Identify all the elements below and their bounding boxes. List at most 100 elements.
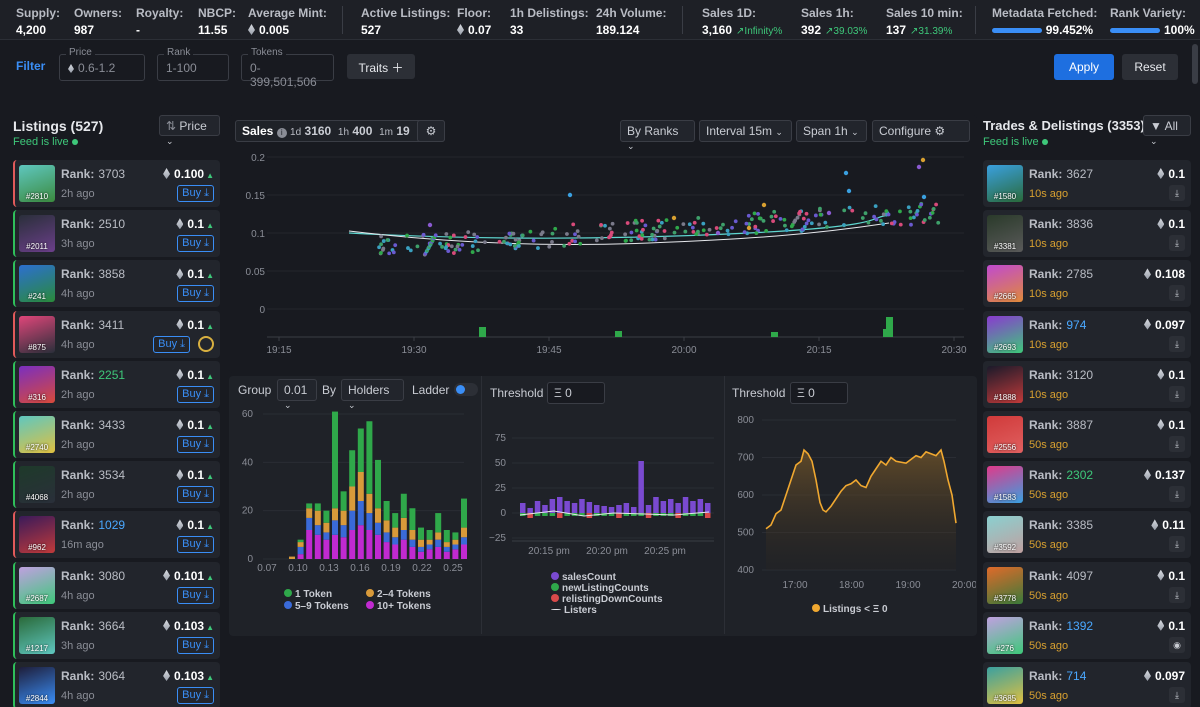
histogram-segment [443, 530, 450, 543]
buy-button[interactable]: Buy ⤓ [177, 285, 214, 303]
group-select[interactable]: 0.01 ⌄ [277, 379, 317, 410]
marketplace-icon[interactable]: ⤓ [1169, 285, 1185, 302]
rank-value: 974 [1066, 317, 1087, 332]
marketplace-icon[interactable]: ⤓ [1169, 436, 1185, 452]
depth-threshold-input[interactable]: Ξ 0 [790, 382, 848, 404]
listing-card[interactable]: #241 Rank: 3858 4h ago 0.1 ▲ Buy ⤓ [13, 260, 220, 308]
buy-button[interactable]: Buy ⤓ [177, 536, 214, 554]
holders-select[interactable]: Holders ⌄ [341, 379, 404, 410]
reset-button[interactable]: Reset [1122, 54, 1178, 80]
listing-card[interactable]: #2740 Rank: 3433 2h ago 0.1 ▲ Buy ⤓ [13, 411, 220, 458]
stat-value-text: 987 [74, 23, 95, 37]
tokens-filter-input[interactable]: Tokens 0-399,501,506 [241, 47, 334, 89]
up-arrow-icon: ▲ [206, 371, 214, 381]
sale-point [391, 250, 396, 255]
buy-button[interactable]: Buy ⤓ [177, 436, 214, 453]
filter-icon: ▼ [1150, 119, 1162, 133]
marketplace-icon[interactable]: ⤓ [1169, 185, 1185, 201]
buy-button[interactable]: Buy ⤓ [177, 185, 214, 202]
x-tick: 20:20 pm [586, 546, 628, 557]
trade-card[interactable]: #276 Rank: 1392 50s ago 0.1 ◉ [983, 611, 1191, 659]
buy-button[interactable]: Buy ⤓ [177, 486, 214, 504]
trade-card[interactable]: #3592 Rank: 3385 50s ago 0.11 ⤓ [983, 511, 1191, 559]
legend-dot-icon [284, 601, 292, 609]
sale-point [921, 194, 927, 200]
sale-point [640, 218, 644, 223]
interval-select[interactable]: Interval 15m ⌄ [699, 120, 792, 142]
rank-filter-input[interactable]: Rank 1-100 [157, 47, 229, 81]
trade-card[interactable]: #3685 Rank: 714 50s ago 0.097 ⤓ [983, 662, 1191, 707]
trade-card[interactable]: #1580 Rank: 3627 10s ago 0.1 ⤓ [983, 160, 1191, 207]
buy-button[interactable]: Buy ⤓ [153, 335, 190, 353]
price-filter-input[interactable]: Price 0.6-1.2 [59, 47, 145, 81]
rank-label: Rank: [1029, 418, 1063, 432]
gear-icon[interactable]: ⚙ [417, 120, 445, 142]
marketplace-icon[interactable]: ⤓ [1169, 335, 1185, 352]
by-ranks-select[interactable]: By Ranks ⌄ [620, 120, 695, 151]
listing-card[interactable]: #875 Rank: 3411 4h ago 0.1 ▲ Buy ⤓ [13, 310, 220, 358]
sale-point [639, 236, 644, 241]
stat-label: Rank Variety: [1110, 6, 1187, 20]
filter-label[interactable]: Filter [16, 59, 46, 73]
marketplace-icon[interactable]: ◉ [1169, 636, 1185, 653]
price-value: 0.1 [187, 367, 205, 382]
sale-point [502, 239, 506, 244]
trade-card[interactable]: #3381 Rank: 3836 10s ago 0.1 ⤓ [983, 210, 1191, 258]
histogram-segment [392, 537, 399, 545]
sale-point [934, 202, 938, 207]
traits-button[interactable]: Traits ＋ [347, 54, 415, 79]
histogram-segment [366, 493, 373, 514]
listing-card[interactable]: #316 Rank: 2251 2h ago 0.1 ▲ Buy ⤓ [13, 360, 220, 408]
eth-icon [1143, 670, 1151, 681]
marketplace-icon[interactable]: ⤓ [1169, 235, 1185, 252]
marketplace-icon[interactable]: ⤓ [1169, 536, 1185, 553]
marketplace-icon[interactable]: ⤓ [1169, 687, 1185, 703]
listing-card[interactable]: #4068 Rank: 3534 2h ago 0.1 ▲ Buy ⤓ [13, 461, 220, 509]
span-select[interactable]: Span 1h ⌄ [796, 120, 867, 142]
sale-point [825, 225, 829, 229]
legend-item: relistingDownCounts [551, 594, 663, 605]
buy-button[interactable]: Buy ⤓ [177, 586, 214, 604]
marketplace-icon[interactable]: ⤓ [1169, 486, 1185, 503]
histogram-segment [297, 542, 304, 547]
sale-point [393, 243, 398, 248]
threshold-input[interactable]: Ξ 0 [547, 382, 605, 404]
group-value: 0.01 [284, 383, 308, 397]
trade-card[interactable]: #2693 Rank: 974 10s ago 0.097 ⤓ [983, 310, 1191, 358]
histogram-segment [332, 534, 338, 559]
sale-point [744, 221, 749, 226]
apply-button[interactable]: Apply [1054, 54, 1114, 80]
histogram-segment [383, 501, 390, 521]
rank-label: Rank: [61, 669, 95, 683]
listing-card[interactable]: #1217 Rank: 3664 3h ago 0.103 ▲ Buy ⤓ [13, 611, 220, 659]
listing-card[interactable]: #2844 Rank: 3064 4h ago 0.103 ▲ Buy ⤓ [13, 662, 220, 707]
trades-filter-select[interactable]: ▼ All ⌄ [1143, 115, 1191, 146]
stat-value: 0.07 [457, 23, 491, 37]
trade-card[interactable]: #2665 Rank: 2785 10s ago 0.108 ⤓ [983, 260, 1191, 308]
listing-card[interactable]: #2810 Rank: 3703 2h ago 0.100 ▲ Buy ⤓ [13, 160, 220, 207]
sale-point [504, 235, 508, 240]
eth-icon [163, 670, 171, 681]
buy-button[interactable]: Buy ⤓ [177, 687, 214, 704]
sale-point [379, 242, 383, 247]
listing-card[interactable]: #2687 Rank: 3080 4h ago 0.101 ▲ Buy ⤓ [13, 561, 220, 609]
trade-card[interactable]: #1583 Rank: 2302 50s ago 0.137 ⤓ [983, 461, 1191, 509]
marketplace-icon[interactable]: ⤓ [1169, 586, 1185, 603]
trade-card[interactable]: #3778 Rank: 4097 50s ago 0.1 ⤓ [983, 561, 1191, 609]
marketplace-icon[interactable]: ⤓ [1169, 385, 1185, 402]
buy-button[interactable]: Buy ⤓ [177, 385, 214, 403]
sale-point [707, 227, 712, 232]
sort-select[interactable]: ⇅ Price ⌄ [159, 115, 220, 146]
sale-point [520, 233, 525, 238]
configure-button[interactable]: Configure ⚙ [872, 120, 970, 142]
price: 0.097 [1143, 669, 1185, 683]
scrollbar[interactable] [1192, 44, 1198, 84]
ladder-toggle[interactable] [454, 383, 478, 396]
buy-button[interactable]: Buy ⤓ [177, 636, 214, 654]
listing-card[interactable]: #2011 Rank: 2510 3h ago 0.1 ▲ Buy ⤓ [13, 210, 220, 258]
trade-card[interactable]: #1888 Rank: 3120 10s ago 0.1 ⤓ [983, 360, 1191, 408]
listing-card[interactable]: #962 Rank: 1029 16m ago 0.1 ▲ Buy ⤓ [13, 511, 220, 559]
sale-point [421, 232, 426, 237]
buy-button[interactable]: Buy ⤓ [177, 235, 214, 253]
trade-card[interactable]: #2556 Rank: 3887 50s ago 0.1 ⤓ [983, 411, 1191, 458]
